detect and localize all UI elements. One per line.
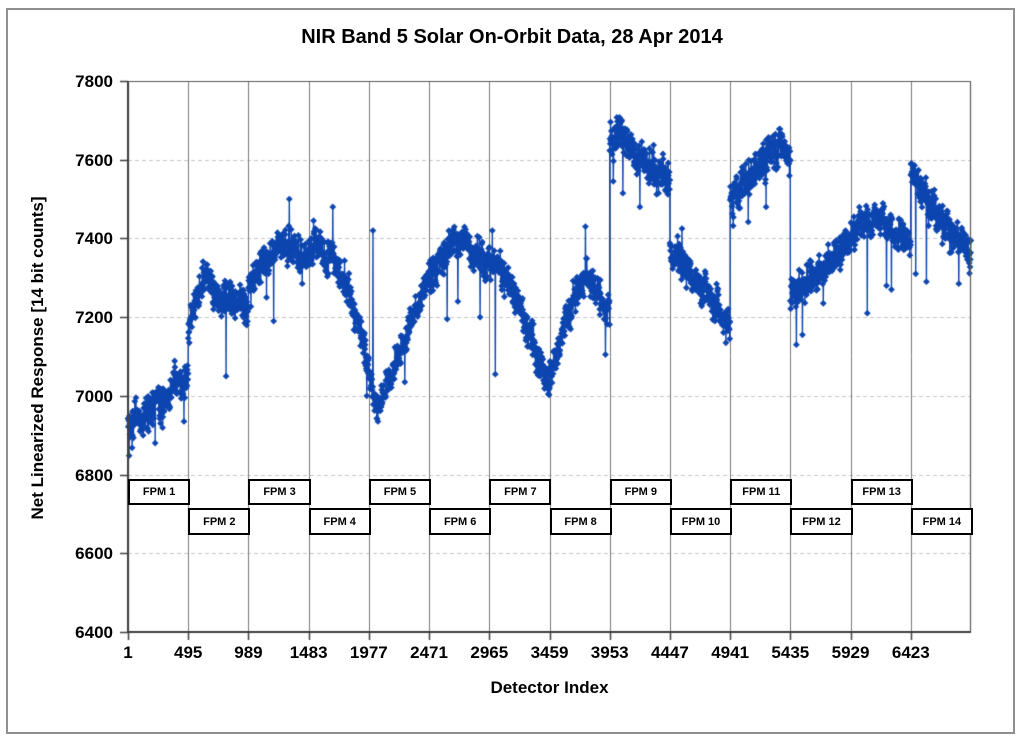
x-tick-label: 1483: [289, 643, 328, 662]
x-tick-label: 4447: [651, 643, 689, 662]
x-tick-label: 1977: [349, 643, 388, 662]
fpm-box: FPM 2: [188, 508, 251, 535]
y-tick-label: 7800: [75, 72, 113, 91]
fpm-box: FPM 7: [489, 479, 552, 505]
fpm-box: FPM 8: [549, 508, 612, 535]
x-tick-label: 989: [234, 643, 263, 662]
chart-title: NIR Band 5 Solar On-Orbit Data, 28 Apr 2…: [301, 26, 723, 48]
x-tick-label: 6423: [891, 643, 930, 662]
fpm-box: FPM 5: [368, 479, 432, 505]
fpm-box: FPM 9: [609, 479, 672, 505]
y-axis-title: Net Linearized Response [14 bit counts]: [28, 196, 47, 520]
x-tick-label: 4941: [711, 643, 750, 662]
y-tick-label: 7200: [75, 308, 113, 328]
x-tick-label: 5435: [771, 643, 810, 662]
y-tick-label: 7000: [75, 386, 113, 406]
x-tick-label: 2965: [470, 643, 509, 662]
x-tick-label: 1: [123, 643, 133, 662]
fpm-box: FPM 11: [730, 479, 793, 505]
fpm-box: FPM 14: [910, 508, 973, 535]
fpm-box: FPM 13: [850, 479, 913, 505]
y-tick-label: 6800: [75, 465, 113, 485]
y-tick-label: 7600: [75, 150, 113, 170]
x-tick-label: 5929: [831, 643, 870, 662]
fpm-box: FPM 10: [669, 508, 733, 535]
x-axis-title: Detector Index: [490, 678, 609, 697]
y-tick-label: 7400: [75, 229, 113, 249]
fpm-box: FPM 1: [128, 479, 191, 505]
x-tick-label: 3953: [590, 643, 629, 662]
x-tick-label: 495: [174, 643, 203, 662]
y-tick-label: 6600: [75, 544, 113, 564]
y-tick-label: 6400: [75, 623, 113, 642]
fpm-box: FPM 12: [790, 508, 853, 535]
x-tick-label: 2471: [410, 643, 448, 662]
fpm-box: FPM 4: [308, 508, 371, 535]
fpm-box: FPM 6: [429, 508, 492, 535]
x-tick-label: 3459: [530, 643, 569, 662]
fpm-box: FPM 3: [248, 479, 311, 505]
